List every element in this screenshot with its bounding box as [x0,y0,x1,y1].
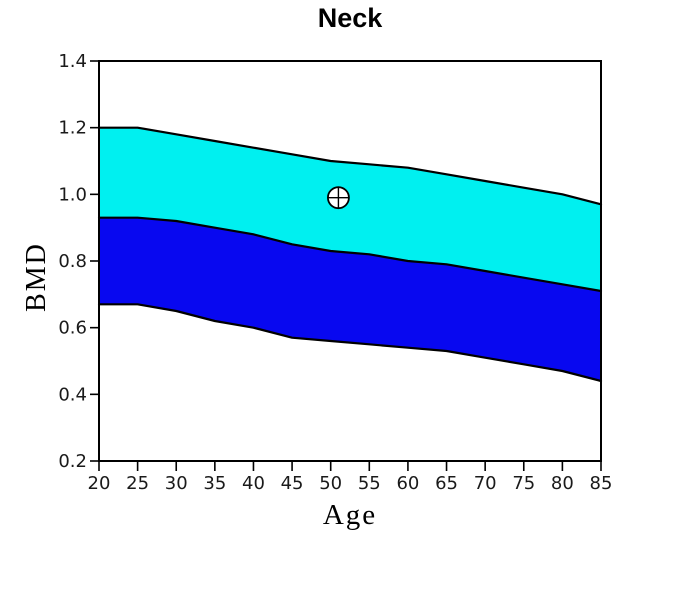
x-tick-label: 45 [281,473,304,494]
y-tick-label: 0.2 [58,451,87,472]
y-tick-label: 1.4 [58,51,87,72]
bmd-chart-svg: 0.2 0.4 0.6 0.8 1.0 1.2 1.4 20 25 30 35 40 45 50 55 60 6… [58,51,613,494]
x-tick-label: 75 [512,473,535,494]
x-tick-label: 40 [242,473,265,494]
x-tick-label: 65 [435,473,458,494]
y-tick-label: 0.4 [58,384,87,405]
x-tick-label: 35 [203,473,226,494]
y-tick-label: 0.8 [58,251,87,272]
x-tick-label: 70 [474,473,497,494]
y-axis-title: BMD [21,242,52,312]
chart-title: Neck [317,3,383,33]
x-tick-label: 60 [396,473,419,494]
x-tick-label: 30 [165,473,188,494]
lower-band [99,217,601,381]
y-tick-label: 1.2 [58,118,87,139]
x-tick-label: 85 [590,473,613,494]
band-top-curve [97,126,603,206]
x-tick-label: 55 [358,473,381,494]
upper-band [99,127,601,292]
band-middle-curve [97,216,603,293]
y-tick-label: 1.0 [58,184,87,205]
x-tick-label: 80 [551,473,574,494]
x-tick-label: 20 [88,473,111,494]
x-axis-title: Age [322,499,378,531]
band-bottom-curve [97,303,603,383]
x-tick-label: 50 [319,473,342,494]
x-tick-label: 25 [126,473,149,494]
y-tick-label: 0.6 [58,318,87,339]
plot-frame [98,60,602,462]
